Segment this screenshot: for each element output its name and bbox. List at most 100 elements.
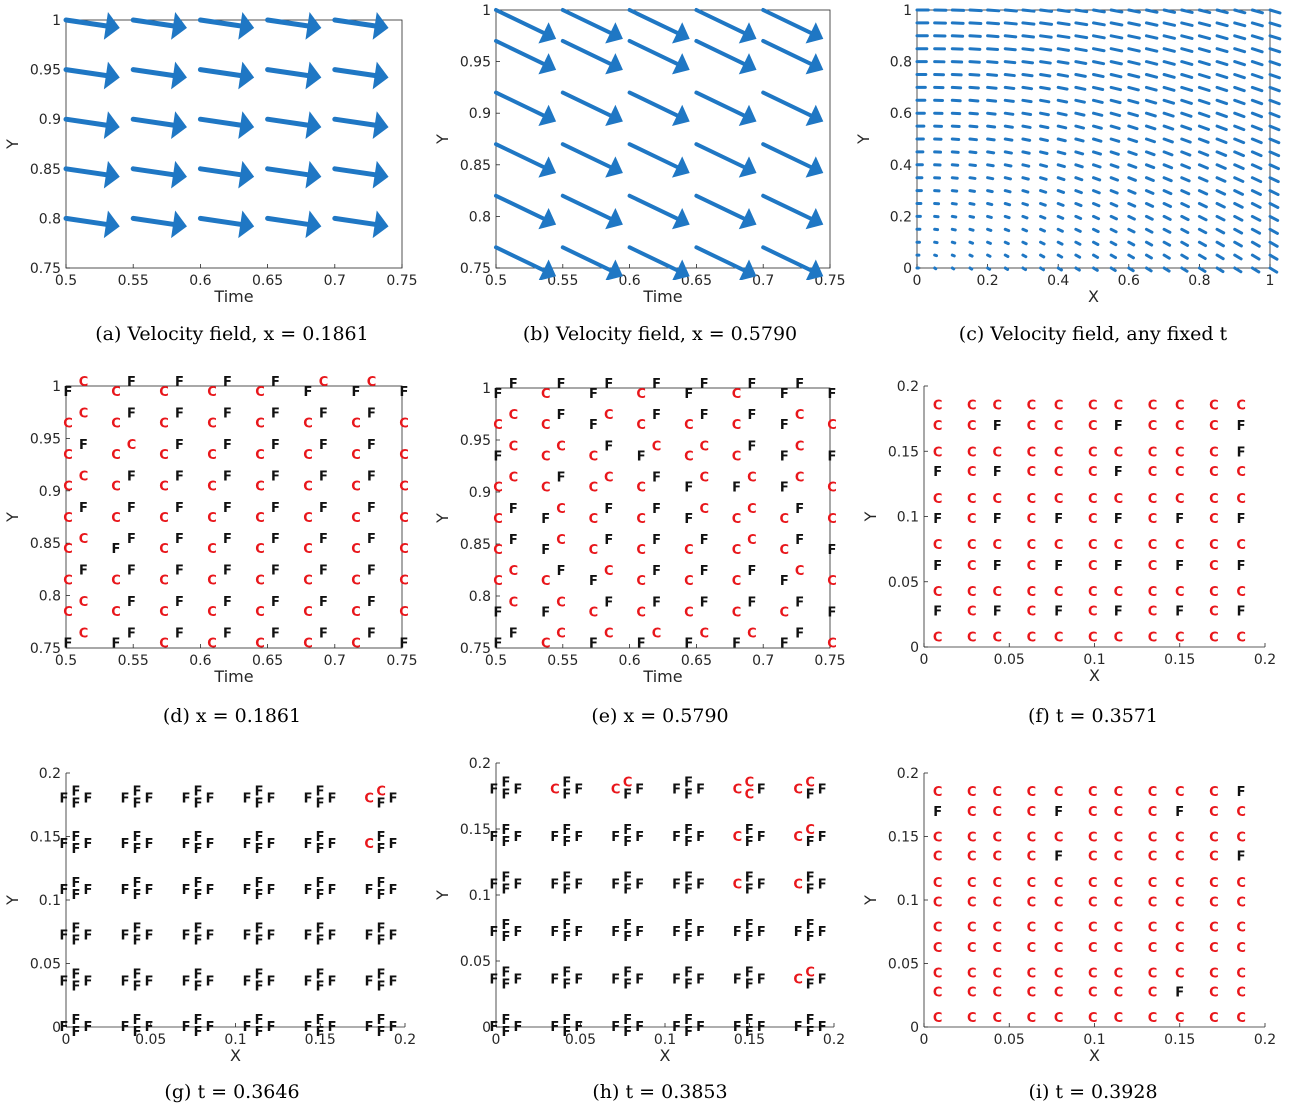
vector-arrow xyxy=(1268,98,1281,106)
vector-arrow xyxy=(1180,150,1192,157)
cell-label: C xyxy=(493,481,503,496)
vector-arrow xyxy=(1144,266,1153,273)
cell-label: C xyxy=(1175,831,1185,846)
vector-arrow-head xyxy=(103,210,120,239)
cell-label: F xyxy=(562,823,571,838)
vector-arrow xyxy=(1127,124,1139,131)
cell-label: C xyxy=(652,439,662,454)
y-tick-label: 0.1 xyxy=(39,893,61,909)
cell-label: C xyxy=(509,408,519,423)
cell-label: F xyxy=(745,835,754,850)
cell-label: F xyxy=(502,918,511,933)
cell-label: F xyxy=(806,882,815,897)
cell-label: C xyxy=(1209,876,1219,891)
y-tick-label: 0.9 xyxy=(39,484,61,500)
cell-label: C xyxy=(827,637,837,652)
vector-arrow xyxy=(560,8,613,35)
cell-label: C xyxy=(207,637,217,652)
vector-arrow xyxy=(1215,98,1229,106)
cell-label: F xyxy=(733,1020,742,1035)
cell-label: F xyxy=(389,883,398,898)
cell-label: F xyxy=(223,406,232,421)
cell-label: C xyxy=(793,830,803,845)
vector-arrow xyxy=(694,90,746,118)
cell-label: C xyxy=(805,823,815,838)
vector-arrow xyxy=(1056,73,1070,78)
cell-label: C xyxy=(1054,492,1064,507)
cell-label: F xyxy=(133,1013,142,1028)
cell-label: C xyxy=(1088,419,1098,434)
cell-label: F xyxy=(223,375,232,390)
cell-label: C xyxy=(1175,785,1185,800)
vector-arrow xyxy=(1180,124,1193,131)
vector-arrow xyxy=(968,8,983,13)
cell-label: C xyxy=(993,631,1003,646)
cell-label: C xyxy=(127,438,137,453)
cell-label: F xyxy=(843,408,852,423)
vector-arrow xyxy=(494,193,546,221)
vector-arrow xyxy=(1233,98,1246,106)
x-tick-label: 0.7 xyxy=(752,273,774,289)
y-tick-label: 0.95 xyxy=(460,433,491,449)
cell-label: F xyxy=(194,888,203,903)
cell-label: F xyxy=(684,870,693,885)
vector-arrow xyxy=(1003,202,1012,207)
cell-label: F xyxy=(304,1020,313,1035)
x-tick-label: 0 xyxy=(492,1032,501,1048)
vector-arrow xyxy=(1250,85,1264,93)
vector-arrow xyxy=(1162,8,1177,14)
x-axis-label: Time xyxy=(213,287,253,306)
cell-label: F xyxy=(72,1025,81,1040)
cell-label: F xyxy=(79,564,88,579)
vector-arrow-head xyxy=(538,22,557,44)
x-tick-label: 0.1 xyxy=(1083,652,1105,668)
cell-label: F xyxy=(182,837,191,852)
cell-label: C xyxy=(1209,604,1219,619)
vector-arrow xyxy=(1092,8,1106,14)
cell-label: F xyxy=(696,830,705,845)
cell-label: C xyxy=(1027,831,1037,846)
cell-label: F xyxy=(243,791,252,806)
vector-arrow xyxy=(1039,202,1047,207)
vector-arrow xyxy=(968,202,976,206)
vector-arrow xyxy=(1268,47,1282,54)
cell-label: C xyxy=(993,876,1003,891)
vector-arrow xyxy=(1056,47,1070,52)
cell-label: F xyxy=(745,882,754,897)
cell-label: F xyxy=(133,830,142,845)
cell-label: C xyxy=(1148,895,1158,910)
cell-label: F xyxy=(993,604,1002,619)
cell-label: C xyxy=(589,605,599,620)
cell-label: F xyxy=(243,837,252,852)
cell-label: F xyxy=(316,888,325,903)
cell-label: C xyxy=(556,439,566,454)
vector-arrow xyxy=(1180,8,1194,14)
x-tick-label: 0.1 xyxy=(1083,1032,1105,1048)
cell-label: F xyxy=(637,637,646,652)
cell-label: F xyxy=(550,925,559,940)
vector-arrow xyxy=(130,166,176,178)
vector-arrow xyxy=(1127,214,1136,221)
cell-label: F xyxy=(389,929,398,944)
cell-label: F xyxy=(502,823,511,838)
x-tick-label: 0.5 xyxy=(55,273,77,289)
vector-arrow xyxy=(968,227,975,232)
cell-label: F xyxy=(623,870,632,885)
vector-arrow xyxy=(1092,98,1104,104)
cell-label: F xyxy=(243,883,252,898)
vector-arrow xyxy=(1197,163,1209,170)
vector-arrow xyxy=(1180,214,1190,222)
cell-label: C xyxy=(967,831,977,846)
cell-label: C xyxy=(415,375,425,390)
cell-label: C xyxy=(303,542,313,557)
vector-arrow xyxy=(968,60,981,64)
y-tick-label: 1 xyxy=(903,3,912,19)
cell-label: C xyxy=(793,877,803,892)
cell-label: C xyxy=(63,574,73,589)
cell-label: F xyxy=(780,449,789,464)
cell-label: C xyxy=(1175,966,1185,981)
vector-arrow-head xyxy=(739,259,757,280)
cell-label: C xyxy=(1027,465,1037,480)
cell-label: F xyxy=(745,1013,754,1028)
x-tick-label: 0 xyxy=(920,1032,929,1048)
